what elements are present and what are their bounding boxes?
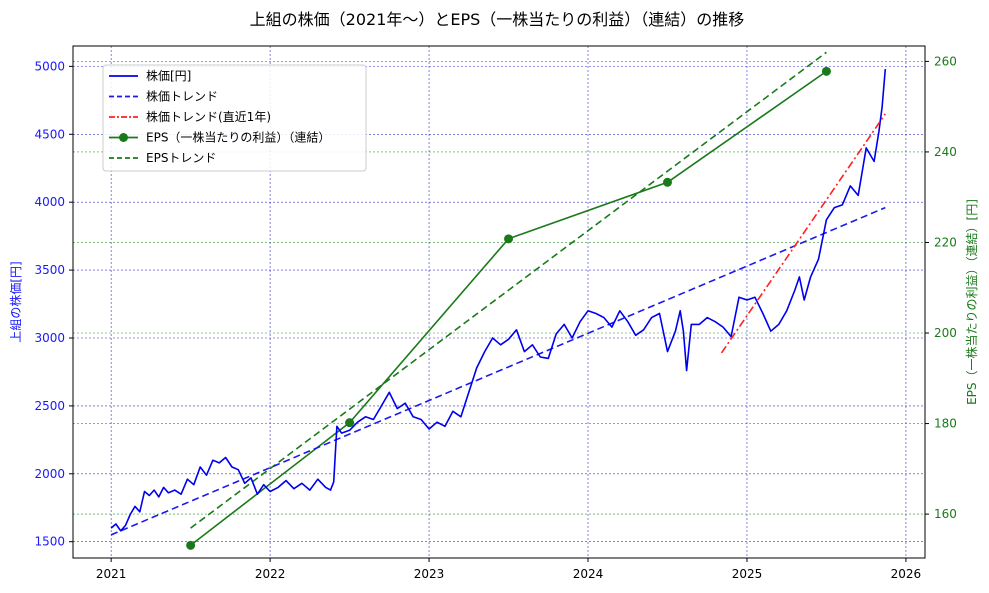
tick-label-right: 160 (934, 507, 957, 521)
eps-marker (504, 234, 514, 244)
eps-marker (345, 418, 355, 428)
tick-label-right: 240 (934, 145, 957, 159)
tick-label-x: 2022 (255, 567, 286, 581)
eps-marker (186, 540, 196, 550)
plot-series (110, 51, 887, 550)
legend-box (102, 64, 367, 172)
eps-marker (662, 177, 672, 187)
tick-label-left: 5000 (34, 59, 65, 73)
tick-label-x: 2024 (573, 567, 604, 581)
tick-label-x: 2026 (891, 567, 922, 581)
tick-label-right: 220 (934, 235, 957, 249)
legend-label: 株価[円] (146, 68, 191, 83)
y-axis-right-label: EPS（一株当たりの利益）（連結）[円] (964, 199, 979, 405)
tick-label-x: 2021 (96, 567, 127, 581)
tick-label-left: 3000 (34, 331, 65, 345)
tick-label-left: 1500 (34, 535, 65, 549)
tick-label-right: 200 (934, 326, 957, 340)
legend-label: 株価トレンド (146, 89, 218, 104)
tick-label-right: 260 (934, 54, 957, 68)
tick-label-x: 2023 (414, 567, 445, 581)
recent-trend-line (720, 113, 886, 354)
tick-label-left: 4500 (34, 127, 65, 141)
legend-label: EPS（一株当たりの利益）（連結） (146, 130, 330, 145)
tick-label-left: 2500 (34, 399, 65, 413)
price-line (110, 69, 887, 532)
eps-trend-line (190, 51, 827, 529)
tick-label-x: 2025 (732, 567, 763, 581)
tick-label-left: 2000 (34, 467, 65, 481)
plot-frame (72, 45, 926, 559)
legend-marker (119, 133, 128, 142)
tick-label-left: 4000 (34, 195, 65, 209)
chart-title: 上組の株価（2021年～）とEPS（一株当たりの利益）（連結）の推移 (250, 10, 745, 29)
legend-label: 株価トレンド(直近1年) (146, 109, 271, 124)
tick-label-left: 3500 (34, 263, 65, 277)
y-axis-right-ticks: 160 180 200 220 240 260 (925, 54, 957, 521)
y-axis-left-ticks: 1500 2000 2500 3000 3500 4000 4500 5000 (34, 59, 73, 549)
price-trend-line (110, 206, 886, 536)
y-axis-left-label: 上組の株価[円] (8, 261, 23, 342)
x-axis-ticks: 2021 2022 2023 2024 2025 2026 (96, 558, 921, 581)
tick-label-right: 180 (934, 417, 957, 431)
legend-label: EPSトレンド (146, 151, 216, 165)
eps-marker (821, 66, 831, 76)
